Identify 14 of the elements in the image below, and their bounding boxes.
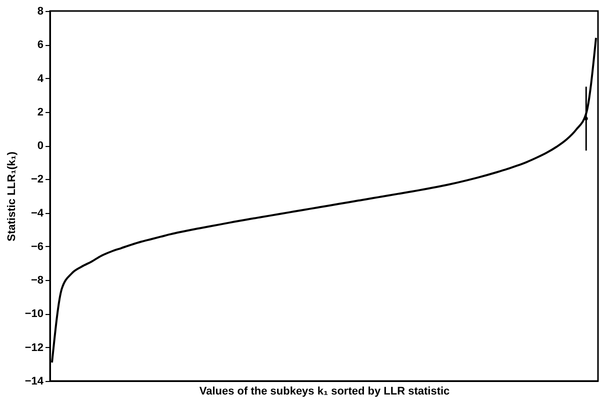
y-tick-label: 2 [37, 106, 44, 118]
y-tick-label: −2 [30, 174, 44, 186]
y-tick-label: −14 [24, 376, 44, 388]
y-tick-label: −6 [30, 240, 44, 253]
y-tick-label: −8 [30, 274, 44, 287]
y-tick-label: 6 [37, 39, 44, 52]
y-tick-label: −10 [24, 308, 44, 320]
y-tick-label: 0 [37, 140, 44, 152]
y-tick-label: 8 [37, 6, 44, 18]
y-tick-label: −4 [30, 207, 44, 220]
y-tick-label: −12 [24, 342, 44, 354]
x-axis-title: Values of the subkeys k₁ sorted by LLR statistic [199, 386, 450, 398]
y-axis-title: Statistic LLR₁(k₁) [6, 151, 18, 242]
y-tick-label: 4 [37, 72, 44, 85]
